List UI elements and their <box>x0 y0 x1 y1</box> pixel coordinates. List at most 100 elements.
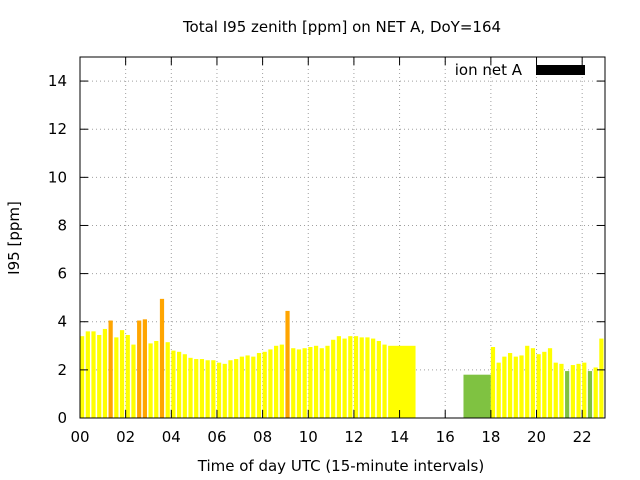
bar <box>313 345 319 418</box>
bar <box>570 365 575 418</box>
x-tick-label: 16 <box>436 428 455 446</box>
bar <box>359 337 364 418</box>
y-axis-label: I95 [ppm] <box>5 201 23 275</box>
bar <box>371 338 376 418</box>
bar <box>507 353 513 418</box>
bar <box>519 355 524 418</box>
bar <box>576 363 581 418</box>
bar <box>159 298 165 418</box>
bar <box>205 360 210 418</box>
legend-swatch <box>536 65 585 75</box>
x-tick-label: 08 <box>253 428 272 446</box>
bar <box>599 338 604 418</box>
bar <box>348 336 353 418</box>
bar <box>296 349 302 418</box>
y-tick-label: 12 <box>48 120 67 138</box>
bar <box>228 360 233 418</box>
bar <box>91 331 96 418</box>
bar <box>365 337 370 418</box>
bar <box>245 355 250 418</box>
bar <box>559 363 564 418</box>
x-tick-label: 00 <box>70 428 89 446</box>
x-tick-label: 20 <box>527 428 546 446</box>
bar <box>331 339 336 418</box>
bar <box>182 354 187 418</box>
bar <box>256 353 262 418</box>
bar <box>119 330 125 418</box>
bar <box>165 342 170 418</box>
bar <box>194 359 199 418</box>
x-tick-label: 12 <box>344 428 363 446</box>
bar <box>125 334 130 418</box>
bar <box>536 354 541 418</box>
bar <box>342 338 347 418</box>
bars <box>80 298 604 418</box>
bar <box>85 331 90 418</box>
y-tick-label: 2 <box>57 361 67 379</box>
bar <box>382 344 387 418</box>
axis-ticks <box>79 57 605 419</box>
y-tick-label: 10 <box>48 168 67 186</box>
bar <box>525 345 530 418</box>
bar <box>222 363 227 418</box>
x-tick-label: 04 <box>162 428 181 446</box>
bar <box>353 336 359 418</box>
bar <box>547 348 553 418</box>
bar <box>325 345 330 418</box>
legend-label: ion net A <box>455 61 523 79</box>
bar <box>239 356 244 418</box>
x-tick-label: 10 <box>299 428 318 446</box>
y-tick-label: 14 <box>48 72 67 90</box>
bar <box>108 320 113 418</box>
x-tick-label: 02 <box>116 428 135 446</box>
y-tick-label: 6 <box>57 265 67 283</box>
bar <box>376 340 381 418</box>
plot-frame <box>79 56 606 419</box>
legend: ion net A <box>455 61 585 79</box>
bar <box>302 348 307 418</box>
bar <box>553 362 558 418</box>
bar <box>268 349 273 418</box>
bar <box>542 351 547 418</box>
bar <box>463 374 491 418</box>
y-tick-label: 0 <box>57 409 67 427</box>
bar <box>582 362 587 418</box>
y-tick-label: 8 <box>57 216 67 234</box>
bar <box>199 359 205 418</box>
bar <box>177 351 182 418</box>
bar <box>114 337 119 418</box>
bar <box>502 356 507 418</box>
bar <box>188 357 193 418</box>
chart-title: Total I95 zenith [ppm] on NET A, DoY=164 <box>182 18 501 36</box>
bar <box>319 348 324 418</box>
bar <box>154 340 159 418</box>
bar <box>216 362 222 418</box>
bar <box>565 371 570 418</box>
x-tick-label: 14 <box>390 428 409 446</box>
bar <box>274 345 279 418</box>
bar <box>148 343 153 418</box>
bar <box>80 336 85 418</box>
bar <box>131 344 136 418</box>
bar <box>234 359 239 418</box>
bar <box>496 362 501 418</box>
bar <box>137 320 142 418</box>
bar <box>291 348 296 418</box>
bar <box>593 367 598 418</box>
y-tick-label: 4 <box>57 313 67 331</box>
bar <box>530 348 536 418</box>
bar <box>262 351 267 418</box>
bar <box>513 356 518 418</box>
bar <box>251 356 256 418</box>
bar <box>102 328 108 418</box>
bar <box>336 336 341 418</box>
x-tick-label: 06 <box>207 428 226 446</box>
x-axis-label: Time of day UTC (15-minute intervals) <box>197 457 484 475</box>
bar <box>308 347 313 418</box>
x-tick-label: 22 <box>573 428 592 446</box>
x-tick-label: 18 <box>481 428 500 446</box>
bar <box>97 334 102 418</box>
bar <box>142 319 147 418</box>
bar <box>388 345 416 418</box>
